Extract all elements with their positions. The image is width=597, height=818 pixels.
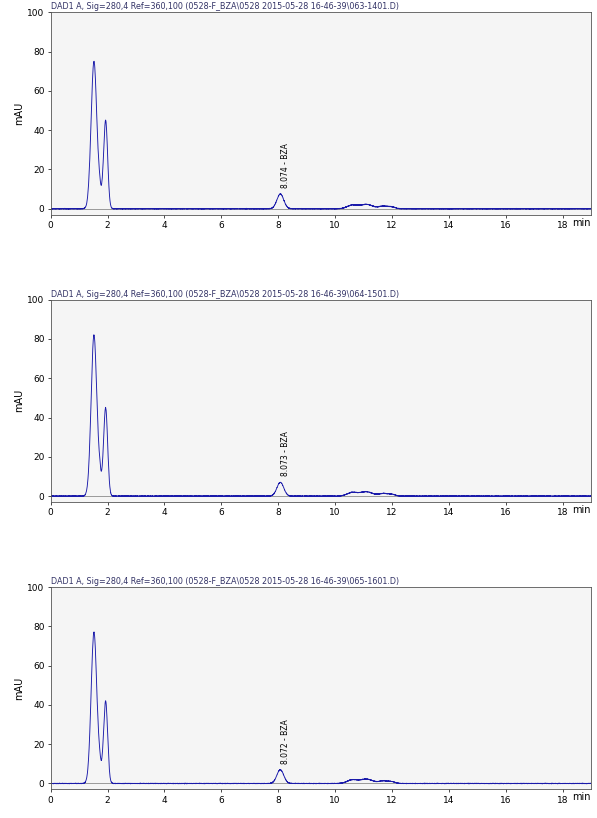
Text: DAD1 A, Sig=280,4 Ref=360,100 (0528-F_BZA\0528 2015-05-28 16-46-39\065-1601.D): DAD1 A, Sig=280,4 Ref=360,100 (0528-F_BZ… — [51, 578, 399, 587]
Text: DAD1 A, Sig=280,4 Ref=360,100 (0528-F_BZA\0528 2015-05-28 16-46-39\063-1401.D): DAD1 A, Sig=280,4 Ref=360,100 (0528-F_BZ… — [51, 2, 399, 11]
Text: min: min — [573, 505, 591, 515]
Text: 8.072 - BZA: 8.072 - BZA — [281, 719, 290, 764]
Text: min: min — [573, 218, 591, 227]
Y-axis label: mAU: mAU — [14, 389, 24, 412]
Text: min: min — [573, 793, 591, 802]
Y-axis label: mAU: mAU — [14, 676, 24, 700]
Text: 8.074 - BZA: 8.074 - BZA — [281, 143, 290, 188]
Text: 8.073 - BZA: 8.073 - BZA — [281, 432, 290, 476]
Y-axis label: mAU: mAU — [14, 101, 24, 125]
Text: DAD1 A, Sig=280,4 Ref=360,100 (0528-F_BZA\0528 2015-05-28 16-46-39\064-1501.D): DAD1 A, Sig=280,4 Ref=360,100 (0528-F_BZ… — [51, 290, 399, 299]
